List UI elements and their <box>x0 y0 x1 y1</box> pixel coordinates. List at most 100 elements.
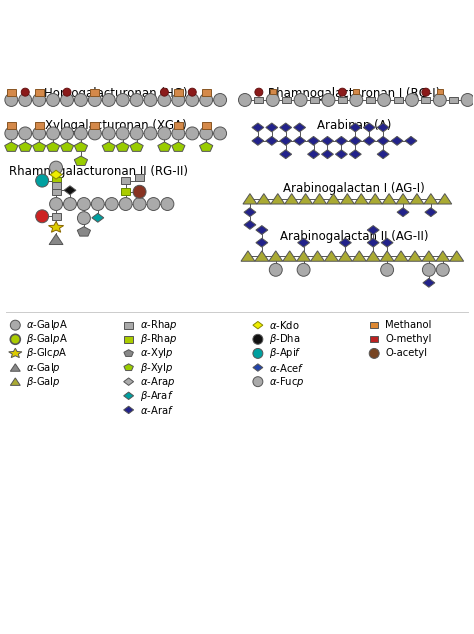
Circle shape <box>253 334 263 344</box>
Circle shape <box>74 93 87 107</box>
Circle shape <box>36 210 49 223</box>
Polygon shape <box>243 193 257 204</box>
Text: Arabinan (A): Arabinan (A) <box>317 119 392 131</box>
Polygon shape <box>256 238 268 247</box>
Bar <box>338 96 347 103</box>
Circle shape <box>147 198 160 210</box>
Circle shape <box>130 127 143 140</box>
Circle shape <box>158 127 171 140</box>
Polygon shape <box>33 142 46 152</box>
Circle shape <box>133 198 146 210</box>
Polygon shape <box>298 238 310 247</box>
Polygon shape <box>252 136 264 145</box>
Circle shape <box>130 93 143 107</box>
Polygon shape <box>244 208 256 217</box>
Polygon shape <box>308 150 319 158</box>
Circle shape <box>64 198 76 210</box>
Bar <box>255 96 264 103</box>
Polygon shape <box>377 123 389 132</box>
Circle shape <box>253 349 263 358</box>
Circle shape <box>461 93 474 107</box>
Polygon shape <box>397 208 409 217</box>
Polygon shape <box>436 251 450 261</box>
Polygon shape <box>338 251 352 261</box>
Bar <box>370 336 378 342</box>
Text: $\alpha$-Ara$f$: $\alpha$-Ara$f$ <box>139 404 173 416</box>
Bar <box>202 89 210 96</box>
Polygon shape <box>312 193 327 204</box>
Circle shape <box>5 93 18 107</box>
Polygon shape <box>116 142 129 152</box>
Polygon shape <box>294 136 306 145</box>
Bar <box>202 122 210 129</box>
Polygon shape <box>394 251 408 261</box>
Polygon shape <box>124 350 133 356</box>
Circle shape <box>253 377 263 387</box>
Polygon shape <box>308 136 319 145</box>
Circle shape <box>116 93 129 107</box>
Circle shape <box>172 93 185 107</box>
Bar <box>174 89 183 96</box>
Polygon shape <box>410 193 424 204</box>
Polygon shape <box>74 156 88 165</box>
Circle shape <box>266 93 279 107</box>
Polygon shape <box>158 142 171 152</box>
Polygon shape <box>257 193 271 204</box>
Polygon shape <box>124 392 134 399</box>
Polygon shape <box>77 227 91 236</box>
Circle shape <box>63 88 71 96</box>
Circle shape <box>437 263 449 276</box>
Circle shape <box>88 127 101 140</box>
Polygon shape <box>285 193 299 204</box>
Bar <box>7 89 16 96</box>
Circle shape <box>297 263 310 276</box>
Circle shape <box>158 93 171 107</box>
Text: $\beta$-Gal$p$: $\beta$-Gal$p$ <box>26 375 61 389</box>
Polygon shape <box>380 251 394 261</box>
Text: Homogalacturonan (HG): Homogalacturonan (HG) <box>44 87 187 100</box>
Circle shape <box>61 127 73 140</box>
Polygon shape <box>124 406 134 413</box>
Polygon shape <box>266 123 278 132</box>
Bar <box>121 188 130 195</box>
Circle shape <box>46 127 60 140</box>
Circle shape <box>102 93 115 107</box>
Circle shape <box>10 320 20 330</box>
Polygon shape <box>405 136 417 145</box>
Bar <box>52 183 61 189</box>
Circle shape <box>255 88 263 96</box>
Polygon shape <box>408 251 422 261</box>
Circle shape <box>133 185 146 198</box>
Bar <box>124 322 133 328</box>
Text: $\beta$-Gal$p$A: $\beta$-Gal$p$A <box>26 332 68 346</box>
Text: $\alpha$-Gal$p$A: $\alpha$-Gal$p$A <box>26 318 68 332</box>
Polygon shape <box>321 136 333 145</box>
Circle shape <box>116 127 129 140</box>
Circle shape <box>105 198 118 210</box>
Circle shape <box>10 334 20 344</box>
Circle shape <box>19 93 32 107</box>
Circle shape <box>61 93 73 107</box>
Bar <box>393 96 402 103</box>
Circle shape <box>338 88 346 96</box>
Polygon shape <box>253 364 263 372</box>
Polygon shape <box>325 251 338 261</box>
Bar <box>282 96 291 103</box>
Polygon shape <box>130 142 143 152</box>
Polygon shape <box>368 193 382 204</box>
Text: Arabinogalactan I (AG-I): Arabinogalactan I (AG-I) <box>283 182 425 195</box>
Bar <box>124 336 133 342</box>
Circle shape <box>50 198 63 210</box>
Polygon shape <box>92 213 104 223</box>
Circle shape <box>46 93 60 107</box>
Polygon shape <box>422 251 436 261</box>
Circle shape <box>102 127 115 140</box>
Circle shape <box>422 88 430 96</box>
Circle shape <box>172 127 185 140</box>
Polygon shape <box>366 251 380 261</box>
Polygon shape <box>327 193 340 204</box>
Text: $\beta$-Rha$p$: $\beta$-Rha$p$ <box>139 332 177 346</box>
Text: $\beta$-Dha: $\beta$-Dha <box>269 332 300 346</box>
Polygon shape <box>424 193 438 204</box>
Circle shape <box>88 93 101 107</box>
